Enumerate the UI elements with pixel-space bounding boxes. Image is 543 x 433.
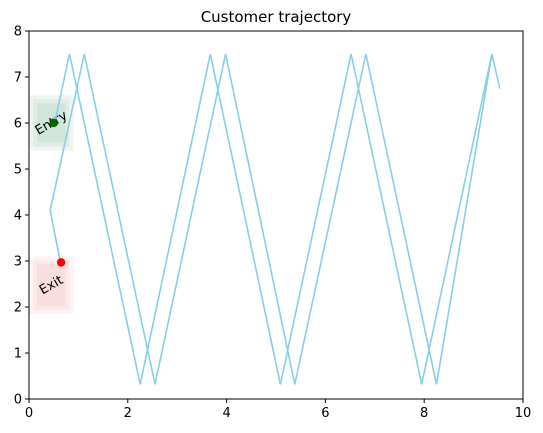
y-tick-label: 8 — [14, 25, 22, 40]
entry-point — [49, 118, 58, 128]
trajectory-line-layer — [49, 53, 501, 385]
exit-zone-box — [29, 256, 74, 314]
x-axis-ticks: 0 2 4 6 8 10 — [25, 399, 531, 421]
y-tick-label: 0 — [14, 393, 22, 408]
chart-title: Customer trajectory — [201, 8, 352, 26]
x-tick-label: 8 — [420, 406, 428, 421]
x-tick-label: 10 — [515, 406, 532, 421]
exit-point — [56, 258, 66, 267]
plot-frame — [28, 30, 524, 400]
y-axis-ticks: 0 1 2 3 4 5 6 7 8 — [14, 25, 29, 408]
exit-zone-box — [33, 260, 70, 310]
zones-layer: EntryExit — [29, 95, 74, 314]
y-tick-label: 7 — [14, 71, 22, 86]
y-tick-label: 6 — [14, 117, 22, 132]
y-tick-label: 2 — [14, 301, 22, 316]
x-tick-label: 2 — [124, 406, 132, 421]
y-tick-label: 4 — [14, 209, 22, 224]
markers-layer — [49, 118, 66, 267]
y-tick-label: 5 — [14, 163, 22, 178]
x-tick-label: 6 — [321, 406, 329, 421]
x-tick-label: 0 — [25, 406, 33, 421]
y-tick-label: 3 — [14, 255, 22, 270]
exit-zone-box — [37, 264, 66, 306]
y-tick-label: 1 — [14, 347, 22, 362]
x-tick-label: 4 — [222, 406, 230, 421]
trajectory-line — [49, 53, 501, 385]
